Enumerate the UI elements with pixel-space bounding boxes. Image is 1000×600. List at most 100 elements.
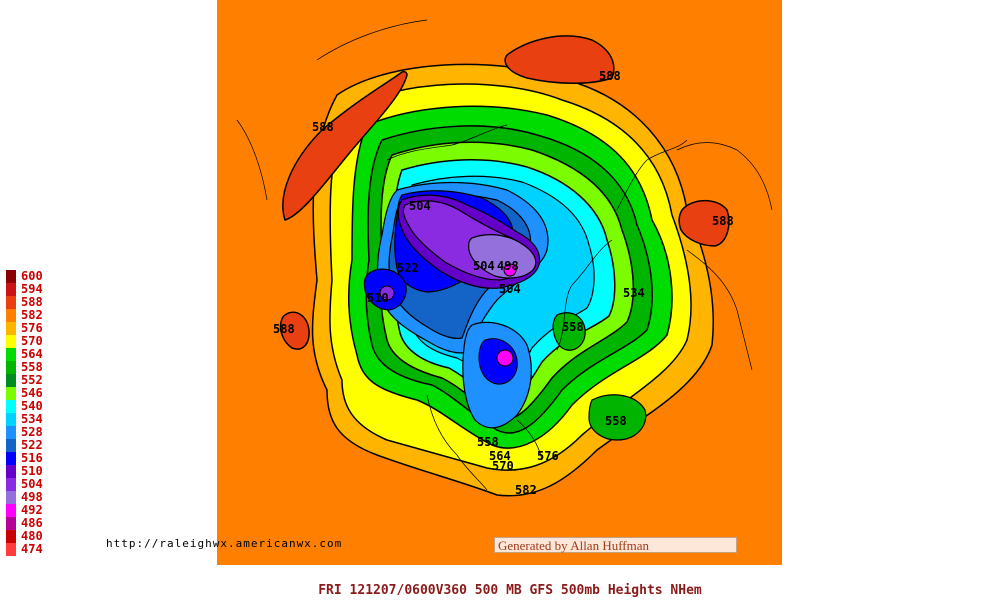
legend-row: 492 [4, 504, 64, 517]
legend-label: 588 [21, 295, 43, 309]
legend-swatch [6, 478, 16, 491]
legend-swatch [6, 309, 16, 322]
high-588-east [678, 199, 730, 247]
contour-492 [503, 263, 517, 277]
contour-label: 504 [409, 199, 431, 213]
legend-row: 540 [4, 400, 64, 413]
legend-swatch [6, 400, 16, 413]
legend-label: 546 [21, 386, 43, 400]
low-west-core [379, 285, 395, 301]
legend-label: 552 [21, 373, 43, 387]
legend-label: 582 [21, 308, 43, 322]
legend-row: 510 [4, 465, 64, 478]
legend-row: 546 [4, 387, 64, 400]
legend-swatch [6, 296, 16, 309]
legend-row: 564 [4, 348, 64, 361]
legend-swatch [6, 491, 16, 504]
contour-label: 582 [515, 483, 537, 497]
low-east [588, 394, 647, 441]
legend-row: 480 [4, 530, 64, 543]
high-588-northwest [282, 70, 408, 221]
legend-row: 594 [4, 283, 64, 296]
legend-label: 474 [21, 542, 43, 556]
contour-label: 570 [492, 459, 514, 473]
contour-label: 576 [537, 449, 559, 463]
color-legend: 600 594 588 582 576 570 564 558 552 546 540 534 528 5… [4, 270, 64, 556]
legend-row: 558 [4, 361, 64, 374]
legend-label: 522 [21, 438, 43, 452]
coastlines [236, 19, 773, 491]
legend-label: 594 [21, 282, 43, 296]
contour-label: 588 [273, 322, 295, 336]
legend-swatch [6, 517, 16, 530]
legend-label: 486 [21, 516, 43, 530]
legend-label: 534 [21, 412, 43, 426]
high-588-north [504, 35, 615, 84]
legend-label: 528 [21, 425, 43, 439]
legend-swatch [6, 361, 16, 374]
legend-swatch [6, 322, 16, 335]
legend-label: 480 [21, 529, 43, 543]
legend-label: 558 [21, 360, 43, 374]
legend-row: 522 [4, 439, 64, 452]
legend-swatch [6, 543, 16, 556]
legend-row: 516 [4, 452, 64, 465]
legend-row: 528 [4, 426, 64, 439]
contour-label: 504 [499, 282, 521, 296]
contour-label: 510 [367, 291, 389, 305]
legend-row: 504 [4, 478, 64, 491]
contour-label: 588 [599, 69, 621, 83]
legend-row: 552 [4, 374, 64, 387]
legend-swatch [6, 426, 16, 439]
legend-row: 474 [4, 543, 64, 556]
legend-swatch [6, 335, 16, 348]
legend-swatch [6, 504, 16, 517]
legend-label: 576 [21, 321, 43, 335]
contour-label: 564 [489, 449, 511, 463]
map-caption: FRI 121207/0600V360 500 MB GFS 500mb Hei… [318, 583, 702, 598]
legend-label: 570 [21, 334, 43, 348]
legend-swatch [6, 452, 16, 465]
low-central-core [496, 349, 514, 367]
contour-label: 558 [562, 320, 584, 334]
legend-row: 582 [4, 309, 64, 322]
height-map: 588 588 588 588 504 522 510 504 498 504 … [217, 0, 782, 565]
contour-label: 534 [623, 286, 645, 300]
legend-label: 540 [21, 399, 43, 413]
legend-swatch [6, 270, 16, 283]
low-mid-green [552, 312, 586, 351]
legend-label: 516 [21, 451, 43, 465]
contour-label: 558 [477, 435, 499, 449]
contour-label: 522 [397, 261, 419, 275]
legend-label: 564 [21, 347, 43, 361]
contour-label: 588 [312, 120, 334, 134]
legend-swatch [6, 465, 16, 478]
legend-swatch [6, 374, 16, 387]
legend-label: 510 [21, 464, 43, 478]
contour-labels: 588 588 588 588 504 522 510 504 498 504 … [273, 69, 734, 497]
legend-label: 492 [21, 503, 43, 517]
contour-label: 504 [473, 259, 495, 273]
contour-label: 498 [497, 259, 519, 273]
legend-label: 600 [21, 269, 43, 283]
credit-box: Generated by Allan Huffman [494, 537, 737, 553]
contour-498 [468, 234, 537, 279]
legend-row: 534 [4, 413, 64, 426]
legend-swatch [6, 439, 16, 452]
legend-swatch [6, 387, 16, 400]
legend-swatch [6, 348, 16, 361]
legend-row: 486 [4, 517, 64, 530]
legend-row: 600 [4, 270, 64, 283]
contour-label: 558 [605, 414, 627, 428]
legend-label: 498 [21, 490, 43, 504]
legend-row: 576 [4, 322, 64, 335]
legend-label: 504 [21, 477, 43, 491]
legend-swatch [6, 413, 16, 426]
legend-row: 570 [4, 335, 64, 348]
contour-label: 588 [712, 214, 734, 228]
legend-row: 588 [4, 296, 64, 309]
source-url[interactable]: http://raleighwx.americanwx.com [106, 537, 343, 550]
high-588-west [279, 311, 310, 350]
map-canvas: 588 588 588 588 504 522 510 504 498 504 … [217, 0, 782, 565]
legend-swatch [6, 283, 16, 296]
